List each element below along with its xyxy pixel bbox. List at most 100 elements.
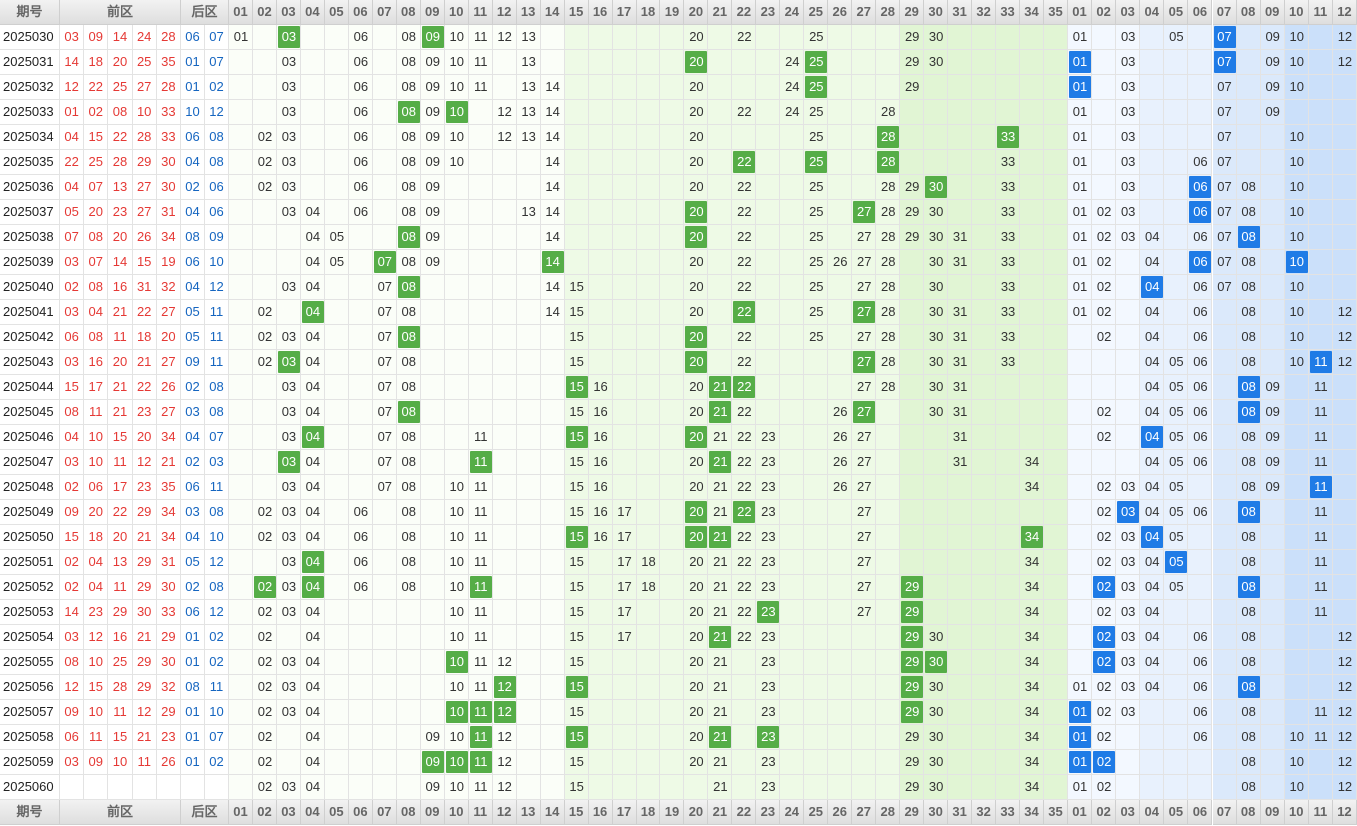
front-cell bbox=[684, 275, 709, 300]
front-col-header: 03 bbox=[276, 800, 301, 825]
back-trend: 04 bbox=[1145, 329, 1160, 344]
front-trend: 06 bbox=[353, 504, 369, 519]
front-cell bbox=[420, 150, 445, 175]
front-cell bbox=[516, 50, 541, 75]
back-number: 12 bbox=[205, 100, 229, 125]
front-cell bbox=[420, 125, 445, 150]
front-trend: 30 bbox=[928, 379, 944, 394]
back-cell bbox=[1260, 175, 1285, 200]
front-cell bbox=[444, 200, 469, 225]
back-cell bbox=[1332, 25, 1357, 50]
front-number: 28 bbox=[108, 150, 133, 175]
front-cell bbox=[372, 200, 397, 225]
front-cell bbox=[900, 450, 925, 475]
front-number: 24 bbox=[132, 25, 157, 50]
back-cell bbox=[1092, 450, 1117, 475]
back-cell bbox=[1212, 650, 1237, 675]
front-cell bbox=[972, 625, 997, 650]
back-cell bbox=[1332, 150, 1357, 175]
back-hit: 08 bbox=[1237, 376, 1260, 398]
back-col-header: 08 bbox=[1236, 0, 1261, 25]
back-cell bbox=[1068, 350, 1093, 375]
front-cell bbox=[348, 450, 373, 475]
front-cell bbox=[972, 775, 997, 800]
front-col-header: 22 bbox=[732, 0, 757, 25]
front-cell bbox=[876, 400, 901, 425]
back-cell bbox=[1068, 325, 1093, 350]
back-trend: 03 bbox=[1120, 229, 1136, 244]
back-trend: 12 bbox=[1337, 329, 1353, 344]
front-trend: 03 bbox=[281, 54, 297, 69]
back-cell bbox=[1116, 425, 1141, 450]
front-cell bbox=[612, 500, 637, 525]
back-cell bbox=[1164, 25, 1189, 50]
front-cell bbox=[612, 375, 637, 400]
front-trend: 25 bbox=[809, 104, 824, 119]
back-cell bbox=[1260, 200, 1285, 225]
front-trend: 12 bbox=[497, 129, 512, 144]
front-cell bbox=[444, 475, 469, 500]
front-cell bbox=[276, 75, 301, 100]
front-cell bbox=[612, 650, 637, 675]
front-cell bbox=[828, 300, 853, 325]
front-cell bbox=[444, 175, 469, 200]
front-cell bbox=[276, 175, 301, 200]
back-cell bbox=[1260, 700, 1285, 725]
front-number: 35 bbox=[156, 475, 181, 500]
back-cell bbox=[1188, 75, 1213, 100]
front-cell bbox=[732, 450, 757, 475]
front-cell bbox=[492, 125, 517, 150]
front-number: 30 bbox=[156, 650, 181, 675]
back-cell bbox=[1140, 375, 1165, 400]
front-cell bbox=[540, 775, 565, 800]
back-trend: 02 bbox=[1096, 229, 1112, 244]
front-cell bbox=[972, 550, 997, 575]
issue: 2025058 bbox=[0, 725, 60, 750]
back-cell bbox=[1284, 475, 1309, 500]
back-hit: 06 bbox=[1189, 176, 1212, 198]
front-trend: 09 bbox=[425, 204, 440, 219]
front-cell bbox=[996, 725, 1021, 750]
front-cell bbox=[324, 725, 349, 750]
back-trend: 10 bbox=[1289, 779, 1305, 794]
front-cell bbox=[540, 450, 565, 475]
back-col-header: 05 bbox=[1164, 0, 1189, 25]
front-trend: 04 bbox=[305, 329, 321, 344]
front-number: 28 bbox=[132, 125, 157, 150]
front-cell bbox=[780, 550, 805, 575]
front-cell bbox=[684, 250, 709, 275]
back-cell bbox=[1260, 550, 1285, 575]
back-cell bbox=[1188, 275, 1213, 300]
back-cell bbox=[1332, 175, 1357, 200]
back-trend: 10 bbox=[1289, 129, 1305, 144]
back-cell bbox=[1116, 275, 1141, 300]
back-cell bbox=[1284, 700, 1309, 725]
back-cell bbox=[1092, 100, 1117, 125]
front-cell bbox=[564, 300, 589, 325]
front-cell bbox=[972, 700, 997, 725]
front-number: 05 bbox=[60, 200, 85, 225]
front-hit: 10 bbox=[445, 701, 468, 723]
front-cell bbox=[828, 25, 853, 50]
front-cell bbox=[612, 450, 637, 475]
front-trend: 13 bbox=[521, 54, 536, 69]
front-cell bbox=[252, 425, 277, 450]
back-cell bbox=[1284, 200, 1309, 225]
front-cell bbox=[588, 750, 613, 775]
back-trend: 07 bbox=[1217, 79, 1232, 94]
front-number: 14 bbox=[108, 250, 133, 275]
front-cell bbox=[828, 600, 853, 625]
front-number: 17 bbox=[84, 375, 109, 400]
front-cell bbox=[636, 450, 661, 475]
front-cell bbox=[492, 575, 517, 600]
front-trend: 21 bbox=[713, 604, 728, 619]
front-cell bbox=[468, 525, 493, 550]
back-trend: 01 bbox=[1072, 129, 1088, 144]
front-cell bbox=[948, 25, 973, 50]
front-hit: 21 bbox=[709, 401, 732, 423]
front-cell bbox=[660, 425, 685, 450]
front-cell bbox=[612, 300, 637, 325]
front-hit: 04 bbox=[301, 426, 324, 448]
front-number: 28 bbox=[156, 25, 181, 50]
front-col-header: 18 bbox=[636, 0, 661, 25]
